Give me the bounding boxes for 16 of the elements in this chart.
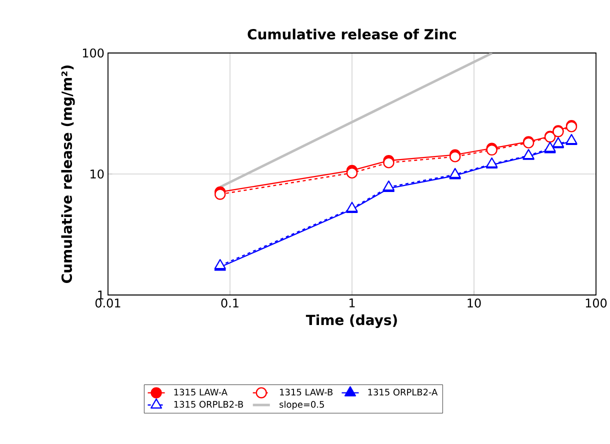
x-tick-label: 1	[350, 298, 355, 308]
y-tick-label: 10	[90, 169, 104, 179]
legend-label: 1315 LAW-A	[174, 388, 228, 396]
x-tick-label: 0.1	[221, 298, 238, 308]
x-axis-title: Time (days)	[306, 314, 397, 328]
x-tick-label: 100	[586, 298, 607, 308]
y-tick-label: 1	[98, 290, 104, 300]
legend-label: 1315 LAW-B	[280, 388, 333, 396]
legend-label: 1315 ORPLB2-B	[174, 400, 244, 408]
y-axis-title: Cumulative release (mg/m²)	[61, 66, 75, 283]
legend-label: 1315 ORPLB2-A	[368, 388, 438, 396]
x-tick-label: 10	[468, 298, 481, 308]
y-tick-label: 100	[82, 48, 104, 58]
legend-label: slope=0.5	[280, 400, 324, 410]
x-tick-label: 0.01	[95, 298, 120, 308]
chart-title: Cumulative release of Zinc	[248, 28, 456, 40]
